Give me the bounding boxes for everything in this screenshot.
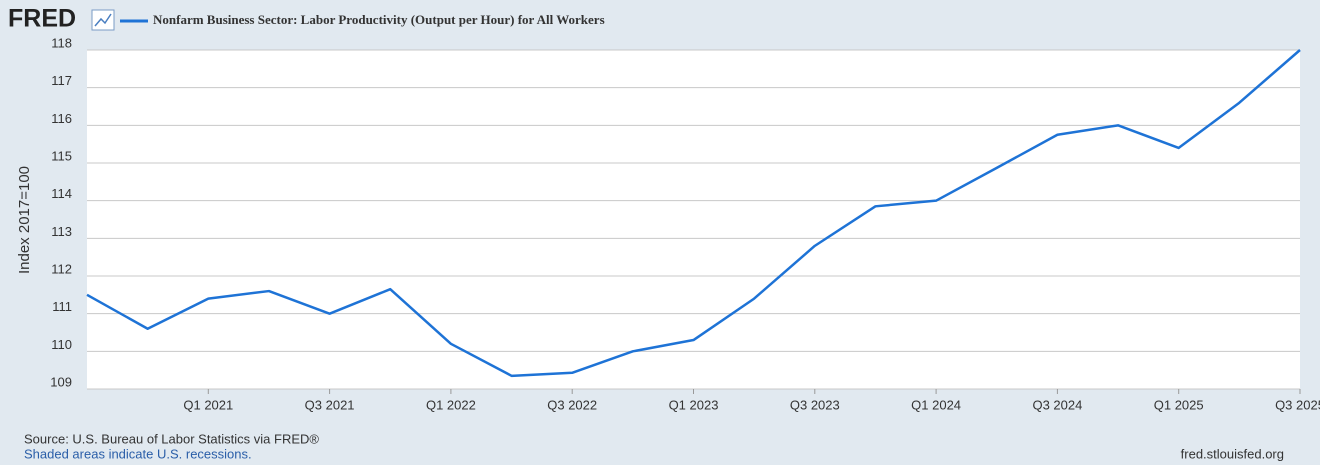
legend-label: Nonfarm Business Sector: Labor Productiv… [153, 12, 605, 27]
x-tick-label: Q3 2024 [1032, 397, 1082, 412]
y-tick-label: 117 [51, 73, 72, 88]
y-tick-label: 109 [50, 374, 72, 389]
x-tick-label: Q1 2022 [426, 397, 476, 412]
credit[interactable]: fred.stlouisfed.org [1181, 446, 1284, 461]
x-tick-label: Q3 2025 [1275, 397, 1320, 412]
source-note: Source: U.S. Bureau of Labor Statistics … [24, 431, 319, 446]
x-tick-label: Q1 2021 [183, 397, 233, 412]
y-tick-label: 114 [51, 186, 72, 201]
plot-area [87, 50, 1300, 389]
y-tick-label: 113 [51, 224, 72, 239]
y-tick-label: 111 [52, 299, 72, 314]
x-tick-label: Q3 2021 [305, 397, 355, 412]
x-tick-label: Q1 2025 [1154, 397, 1204, 412]
series-line [86, 49, 1301, 378]
x-tick-label: Q3 2023 [790, 397, 840, 412]
y-tick-label: 115 [51, 148, 72, 163]
y-tick-label: 116 [51, 111, 72, 126]
x-tick-label: Q1 2024 [911, 397, 961, 412]
x-tick-label: Q3 2022 [547, 397, 597, 412]
recession-note[interactable]: Shaded areas indicate U.S. recessions. [24, 446, 252, 461]
y-tick-label: 112 [51, 261, 72, 276]
brand-logo: FRED [8, 5, 76, 33]
logo-icon [91, 9, 115, 31]
y-tick-label: 110 [51, 337, 72, 352]
x-tick-label: Q1 2023 [669, 397, 719, 412]
y-tick-label: 118 [51, 35, 72, 50]
y-axis-label: Index 2017=100 [16, 166, 33, 274]
